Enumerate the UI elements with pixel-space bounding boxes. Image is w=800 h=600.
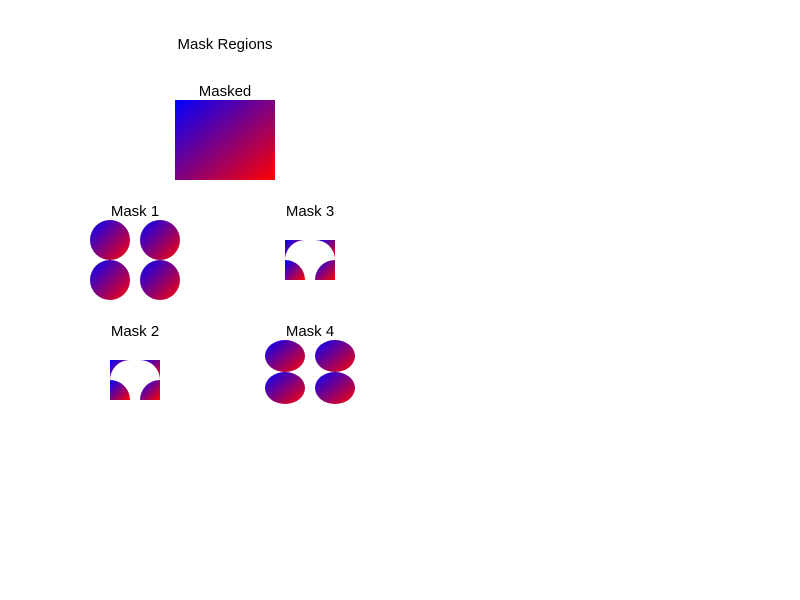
mask-1-circle-top-left <box>90 220 130 260</box>
mask-2-piece-bottom-right <box>140 380 160 400</box>
mask-3-piece-bottom-right <box>315 260 335 280</box>
mask-4-ellipse-bottom-left <box>265 372 305 404</box>
mask-3-piece-bottom-left <box>285 260 305 280</box>
mask-3-shapes <box>285 240 335 280</box>
mask-2-piece-top-left <box>110 360 130 380</box>
mask-4-ellipse-bottom-right <box>315 372 355 404</box>
mask-1-label: Mask 1 <box>110 203 160 220</box>
masked-label: Masked <box>198 83 252 100</box>
mask-2-label: Mask 2 <box>110 323 160 340</box>
mask-1-circle-bottom-left <box>90 260 130 300</box>
mask-2-piece-bottom-left <box>110 380 130 400</box>
mask-3-piece-top-left <box>285 240 305 260</box>
mask-3-label: Mask 3 <box>285 203 335 220</box>
mask-1-circle-bottom-right <box>140 260 180 300</box>
masked-gradient-rect <box>175 100 275 180</box>
mask-4-ellipse-top-right <box>315 340 355 372</box>
mask-3-piece-top-right <box>315 240 335 260</box>
mask-2-piece-top-right <box>140 360 160 380</box>
mask-1-shapes <box>90 220 180 300</box>
mask-1-circle-top-right <box>140 220 180 260</box>
mask-4-shapes <box>265 340 355 404</box>
mask-4-ellipse-top-left <box>265 340 305 372</box>
mask-4-label: Mask 4 <box>285 323 335 340</box>
mask-2-shapes <box>110 360 160 400</box>
page-title: Mask Regions <box>177 36 273 53</box>
